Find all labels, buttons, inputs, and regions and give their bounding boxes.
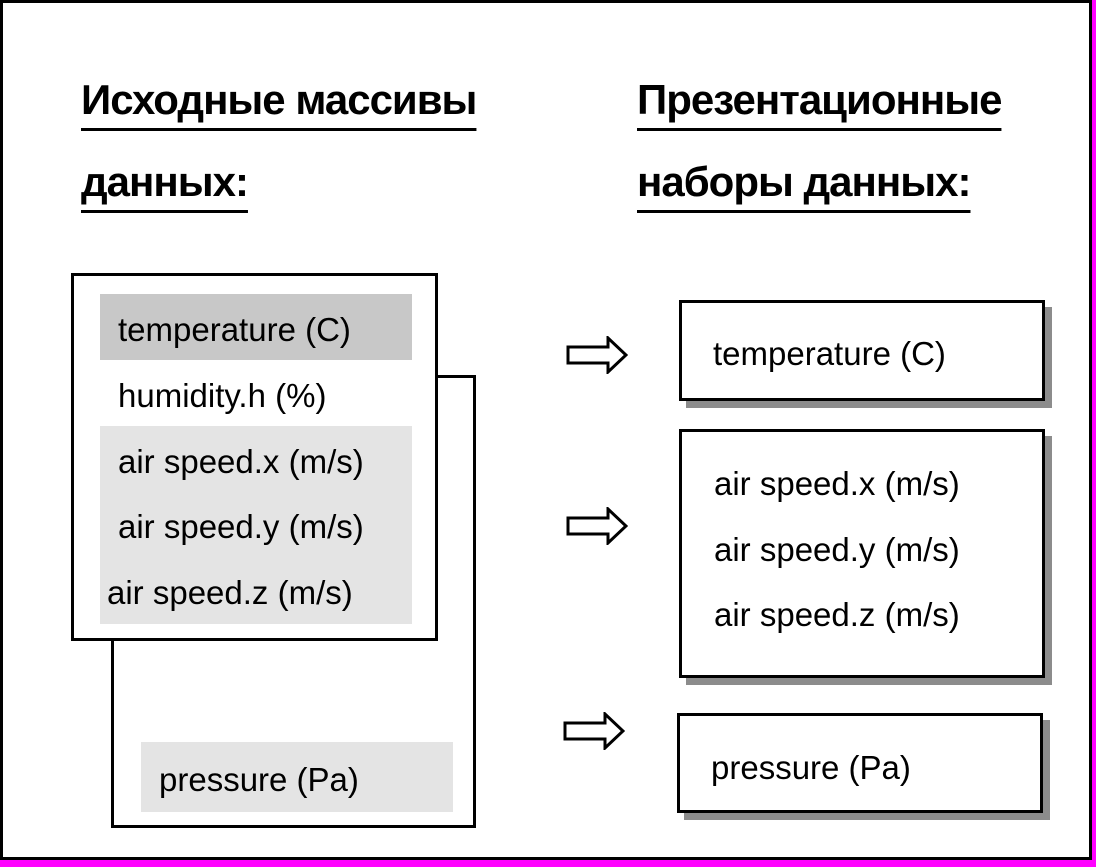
set-air-speed-y-label: air speed.y (m/s) — [714, 531, 960, 568]
left-heading-line2: данных: — [81, 158, 249, 205]
presentation-set-pressure: pressure (Pa) — [677, 713, 1043, 813]
left-heading-line1: Исходные массивы — [81, 76, 477, 123]
arrow-right-icon — [563, 712, 625, 750]
source-array-front: temperature (C) humidity.h (%) air speed… — [71, 273, 438, 641]
presentation-set-air-speed: air speed.x (m/s) air speed.y (m/s) air … — [679, 429, 1045, 678]
pressure-band — [141, 742, 453, 812]
arrow-right-icon — [566, 507, 628, 545]
right-heading-line2: наборы данных: — [637, 158, 971, 205]
set-air-speed-z-label: air speed.z (m/s) — [714, 596, 960, 633]
air-speed-band — [100, 426, 412, 624]
presentation-set-temperature: temperature (C) — [679, 300, 1045, 401]
set-pressure-label: pressure (Pa) — [711, 749, 911, 786]
set-temperature-label: temperature (C) — [713, 335, 946, 372]
source-air-speed-y-label: air speed.y (m/s) — [118, 508, 364, 545]
source-pressure-label: pressure (Pa) — [159, 761, 359, 798]
arrow-right-icon — [566, 336, 628, 374]
source-air-speed-z-label: air speed.z (m/s) — [107, 574, 353, 611]
source-humidity-label: humidity.h (%) — [118, 377, 327, 414]
set-air-speed-x-label: air speed.x (m/s) — [714, 465, 960, 502]
source-temperature-label: temperature (C) — [118, 311, 351, 348]
right-heading-line1: Презентационные — [637, 76, 1002, 123]
source-air-speed-x-label: air speed.x (m/s) — [118, 443, 364, 480]
temperature-band — [100, 294, 412, 360]
